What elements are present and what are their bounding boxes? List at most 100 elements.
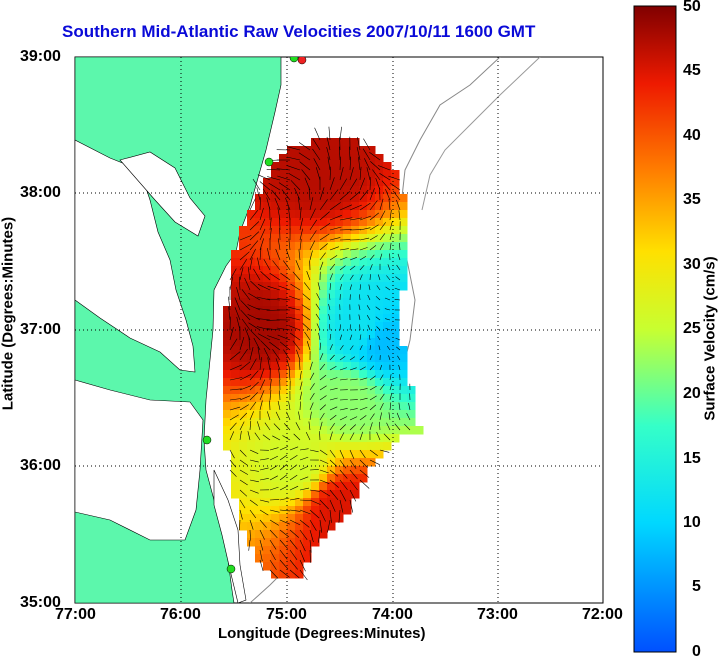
velocity-cell xyxy=(343,418,352,427)
velocity-cell xyxy=(359,442,368,451)
velocity-cell xyxy=(383,322,392,331)
velocity-cell xyxy=(391,386,400,395)
velocity-cell xyxy=(367,394,376,403)
velocity-cell xyxy=(343,506,352,515)
velocity-cell xyxy=(327,298,336,307)
velocity-cell xyxy=(279,218,288,227)
velocity-cell xyxy=(247,378,256,387)
velocity-cell xyxy=(359,290,368,299)
velocity-cell xyxy=(303,458,312,467)
velocity-cell xyxy=(367,330,376,339)
velocity-cell xyxy=(295,426,304,435)
velocity-cell xyxy=(327,170,336,179)
velocity-cell xyxy=(327,306,336,315)
velocity-cell xyxy=(391,274,400,283)
velocity-cell xyxy=(383,178,392,187)
velocity-cell xyxy=(247,450,256,459)
velocity-cell xyxy=(375,250,384,259)
velocity-cell xyxy=(359,354,368,363)
velocity-cell xyxy=(327,370,336,379)
velocity-cell xyxy=(343,410,352,419)
velocity-cell xyxy=(255,362,264,371)
velocity-cell xyxy=(295,242,304,251)
velocity-cell xyxy=(255,202,264,211)
velocity-cell xyxy=(231,490,240,499)
velocity-cell xyxy=(287,274,296,283)
velocity-cell xyxy=(383,442,392,451)
velocity-cell xyxy=(231,418,240,427)
velocity-cell xyxy=(319,314,328,323)
colorbar-tick: 5 xyxy=(692,578,701,596)
x-tick-label: 74:00 xyxy=(372,606,413,624)
velocity-cell xyxy=(327,290,336,299)
velocity-cell xyxy=(391,370,400,379)
velocity-cell xyxy=(311,274,320,283)
velocity-cell xyxy=(311,234,320,243)
velocity-cell xyxy=(263,530,272,539)
velocity-cell xyxy=(311,258,320,267)
velocity-cell xyxy=(351,282,360,291)
velocity-cell xyxy=(271,434,280,443)
velocity-cell xyxy=(343,202,352,211)
velocity-cell xyxy=(303,226,312,235)
velocity-cell xyxy=(319,306,328,315)
velocity-cell xyxy=(279,154,288,163)
velocity-cell xyxy=(391,354,400,363)
velocity-cell xyxy=(223,426,232,435)
velocity-cell xyxy=(295,562,304,571)
velocity-cell xyxy=(223,402,232,411)
velocity-cell xyxy=(239,346,248,355)
velocity-cell xyxy=(311,290,320,299)
velocity-cell xyxy=(247,474,256,483)
velocity-cell xyxy=(359,202,368,211)
velocity-cell xyxy=(335,330,344,339)
velocity-cell xyxy=(295,394,304,403)
velocity-cell xyxy=(247,506,256,515)
velocity-cell xyxy=(391,426,400,435)
velocity-cell xyxy=(383,274,392,283)
velocity-cell xyxy=(295,514,304,523)
velocity-cell xyxy=(383,330,392,339)
velocity-cell xyxy=(367,282,376,291)
velocity-cell xyxy=(271,474,280,483)
velocity-cell xyxy=(383,226,392,235)
velocity-cell xyxy=(287,354,296,363)
velocity-cell xyxy=(375,362,384,371)
velocity-cell xyxy=(335,290,344,299)
colorbar-tick: 35 xyxy=(683,191,701,209)
velocity-cell xyxy=(399,258,408,267)
velocity-cell xyxy=(383,202,392,211)
velocity-cell xyxy=(287,490,296,499)
velocity-cell xyxy=(231,458,240,467)
velocity-cell xyxy=(271,362,280,371)
velocity-cell xyxy=(295,442,304,451)
velocity-cell xyxy=(351,266,360,275)
velocity-cell xyxy=(231,250,240,259)
velocity-cell xyxy=(343,274,352,283)
velocity-cell xyxy=(335,410,344,419)
velocity-cell xyxy=(335,442,344,451)
velocity-cell xyxy=(391,290,400,299)
velocity-cell xyxy=(375,154,384,163)
velocity-cell xyxy=(391,242,400,251)
velocity-cell xyxy=(311,314,320,323)
velocity-cell xyxy=(279,242,288,251)
velocity-cell xyxy=(351,442,360,451)
velocity-cell xyxy=(255,466,264,475)
velocity-cell xyxy=(343,362,352,371)
y-tick-label: 37:00 xyxy=(20,321,61,339)
velocity-cell xyxy=(271,466,280,475)
velocity-cell xyxy=(391,346,400,355)
velocity-cell xyxy=(295,434,304,443)
velocity-cell xyxy=(383,266,392,275)
velocity-cell xyxy=(303,370,312,379)
velocity-cell xyxy=(351,162,360,171)
velocity-cell xyxy=(319,162,328,171)
velocity-cell xyxy=(239,266,248,275)
velocity-cell xyxy=(391,322,400,331)
velocity-cell xyxy=(319,402,328,411)
velocity-cell xyxy=(287,426,296,435)
velocity-cell xyxy=(303,322,312,331)
velocity-cell xyxy=(391,210,400,219)
velocity-cell xyxy=(327,162,336,171)
